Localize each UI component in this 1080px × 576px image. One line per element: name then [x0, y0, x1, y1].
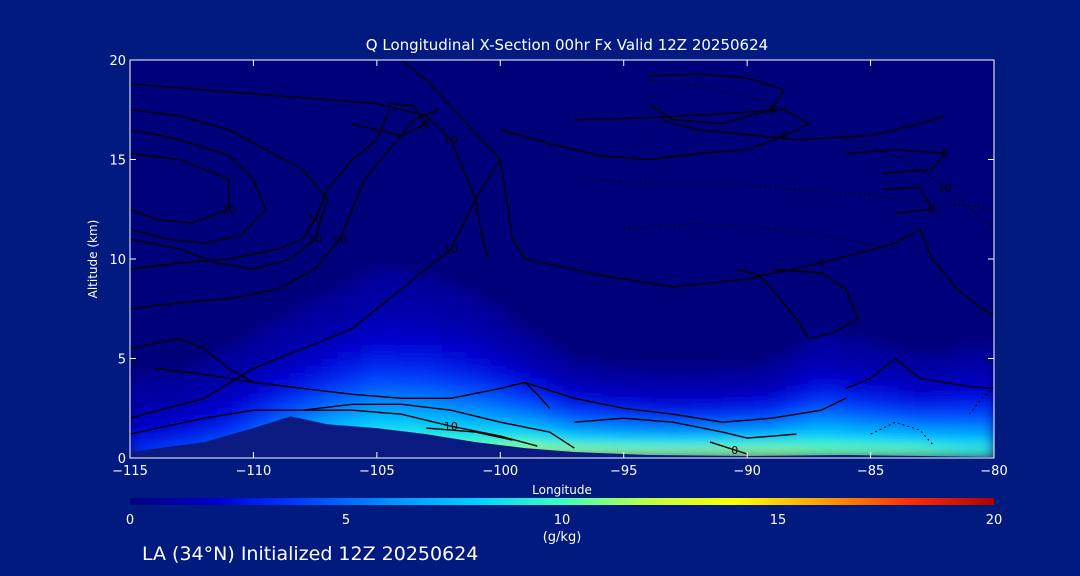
- contour-label: 10: [938, 181, 952, 194]
- contour-line-16: [882, 186, 934, 214]
- contour-line-3: [426, 427, 513, 441]
- contour-label: 50: [308, 213, 322, 226]
- colorbar-tick-label: 20: [986, 513, 1003, 528]
- contour-label: 10: [444, 243, 458, 256]
- contour-line-5: [130, 129, 267, 244]
- contour-label: 10: [444, 420, 458, 433]
- x-tick-label: −110: [236, 464, 272, 479]
- chart-title: Q Longitudinal X-Section 00hr Fx Valid 1…: [366, 36, 768, 54]
- x-tick-label: −105: [359, 464, 395, 479]
- contour-label: 0: [731, 444, 738, 457]
- contour-line-9: [130, 83, 489, 260]
- colorbar: [130, 498, 994, 505]
- contour-line-14: [499, 159, 994, 316]
- y-tick-label: 15: [109, 154, 126, 169]
- terrain: [130, 416, 994, 458]
- colorbar-tick-label: 5: [342, 513, 350, 528]
- x-tick-label: −115: [112, 464, 148, 479]
- y-tick-label: 10: [109, 253, 126, 268]
- y-tick-label: 5: [118, 353, 126, 368]
- contour-line-25: [845, 139, 994, 230]
- contour-line-6: [130, 152, 230, 224]
- contour-label: 0: [929, 203, 936, 216]
- contour-line-23: [709, 441, 748, 455]
- y-tick-label: 0: [118, 452, 126, 467]
- colorbar-ticks: 0 5 10 15 20: [126, 513, 1002, 528]
- contour-line-28: [870, 421, 933, 445]
- contour-line-18: [734, 268, 860, 340]
- x-axis-label: Longitude: [532, 483, 592, 497]
- colorbar-tick-label: 15: [770, 513, 787, 528]
- contour-line-0: [130, 60, 502, 419]
- contour-line-20: [574, 417, 797, 439]
- contour-line-15: [845, 148, 946, 175]
- x-tick-label: −85: [857, 464, 884, 479]
- contour-line-29: [968, 388, 994, 415]
- contour-line-26: [574, 178, 994, 210]
- contour-line-27: [623, 222, 896, 250]
- contour-label: 0: [818, 257, 825, 270]
- contour-line-1: [130, 403, 575, 449]
- x-axis: −115 −110 −105 −100 −95 −90 −85 −80: [112, 60, 1008, 479]
- y-axis: 0 5 10 15 20: [109, 54, 994, 467]
- contour-label: 0: [941, 148, 948, 161]
- colorbar-label: (g/kg): [543, 530, 582, 545]
- x-tick-label: −95: [610, 464, 637, 479]
- contour-line-13: [500, 109, 811, 161]
- colorbar-tick-label: 10: [554, 513, 571, 528]
- contour-line-21: [524, 381, 847, 423]
- contour-line-11: [352, 103, 428, 137]
- contour-line-2: [302, 409, 538, 447]
- footer-caption: LA (34°N) Initialized 12Z 20250624: [142, 543, 478, 565]
- x-tick-label: −100: [482, 464, 518, 479]
- contour-label: 0: [423, 118, 430, 131]
- contour-label: 10: [444, 134, 458, 147]
- x-tick-label: −80: [980, 464, 1007, 479]
- contour-line-17: [660, 115, 945, 141]
- y-tick-label: 20: [109, 54, 126, 69]
- contour-label: 0: [781, 130, 788, 143]
- contour-line-19: [130, 337, 303, 390]
- colorbar-tick-label: 0: [126, 513, 134, 528]
- x-tick-label: −90: [733, 464, 760, 479]
- contour-label: 10: [308, 233, 322, 246]
- contour-line-8: [130, 109, 439, 310]
- contour-line-7: [130, 109, 390, 270]
- contour-label: 10: [222, 203, 236, 216]
- contour-label: 50: [333, 233, 347, 246]
- contour-line-10: [154, 367, 551, 409]
- contour-line-12: [648, 73, 786, 125]
- contour-line-22: [845, 357, 994, 390]
- y-axis-label: Altitude (km): [86, 220, 100, 299]
